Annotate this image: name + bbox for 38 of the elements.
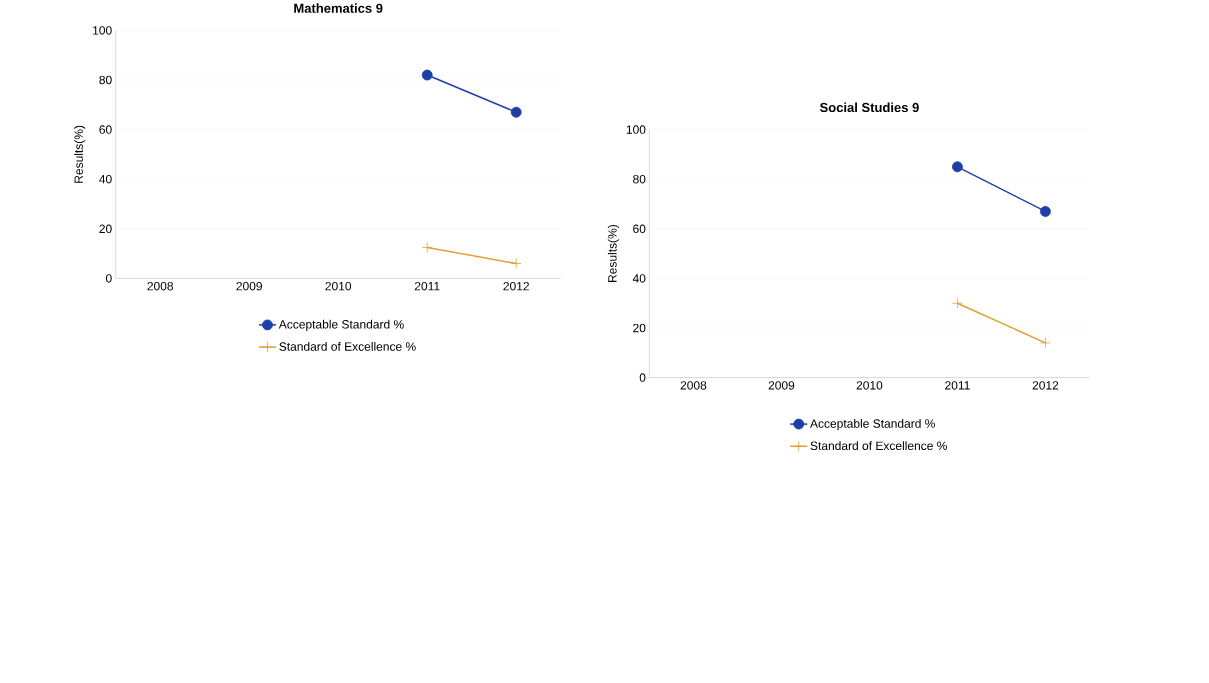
point [952,161,963,173]
x-tick-label: 2010 [856,381,883,390]
x-tick-label: 2011 [414,282,440,291]
point [1040,337,1051,349]
legend-label: Acceptable Standard % [810,419,935,431]
x-tick-label: 2010 [325,282,352,291]
y-tick-label: 20 [633,323,646,333]
point [421,69,433,81]
y-tick-label: 40 [99,175,112,184]
y-tick-label: 40 [632,274,646,283]
point [1040,206,1051,218]
x-tick-label: 2008 [680,381,707,390]
x-tick-label: 2011 [945,381,970,390]
y-tick-label: 80 [99,75,112,85]
y-axis-title: Results(%) [607,225,620,283]
y-tick-label: 60 [99,125,112,135]
x-tick-label: 2012 [503,282,529,291]
chart-title: Social Studies 9 [819,102,919,113]
point [421,242,433,253]
legend-label: Acceptable Standard % [278,319,404,332]
x-tick-label: 2008 [147,282,174,291]
y-tick-label: 0 [105,274,112,283]
x-tick-label: 2009 [236,282,262,291]
x-tick-label: 2009 [768,381,795,390]
point [952,297,963,309]
legend-label: Standard of Excellence % [810,441,947,451]
point [510,258,522,270]
y-tick-label: 60 [633,224,646,234]
point [510,107,522,118]
y-tick-label: 80 [633,175,646,184]
y-tick-label: 100 [626,125,646,135]
y-tick-label: 0 [639,373,646,383]
legend-label: Standard of Excellence % [279,342,416,351]
y-tick-label: 20 [99,224,112,234]
x-tick-label: 2012 [1032,381,1059,390]
y-tick-label: 100 [93,26,112,35]
y-axis-title: Results(%) [74,126,86,183]
chart-title: Mathematics 9 [294,3,383,14]
